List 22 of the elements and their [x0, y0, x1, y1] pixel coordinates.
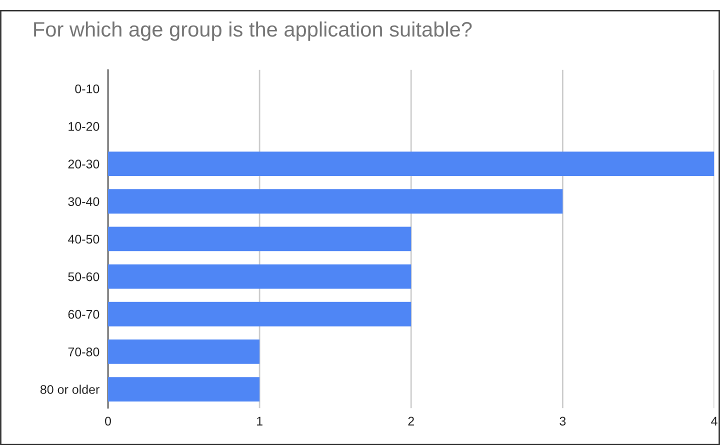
y-tick-label: 70-80 [68, 348, 100, 356]
bar [108, 302, 412, 326]
y-tick-label: 80 or older [40, 384, 100, 394]
x-tick-label: 0 [105, 416, 111, 426]
bar [108, 189, 563, 214]
y-tick-label: 20-30 [68, 160, 100, 168]
y-tick-label: 60-70 [68, 310, 100, 319]
bar [108, 339, 260, 364]
bar [108, 377, 260, 402]
bar [108, 226, 412, 252]
x-tick-label: 1 [257, 416, 262, 426]
y-tick-label: 40-50 [68, 234, 100, 244]
y-tick-label: 10-20 [68, 122, 100, 131]
y-tick-label: 30-40 [68, 197, 100, 206]
bar [108, 152, 714, 176]
x-tick-label: 2 [408, 416, 414, 426]
x-tick-label: 3 [560, 416, 566, 426]
y-tick-label: 50-60 [68, 272, 100, 282]
chart-title: For which age group is the application suitable? [34, 21, 472, 41]
y-tick-label: 0-10 [75, 84, 100, 94]
bar [108, 264, 412, 289]
x-tick-label: 4 [711, 416, 718, 426]
